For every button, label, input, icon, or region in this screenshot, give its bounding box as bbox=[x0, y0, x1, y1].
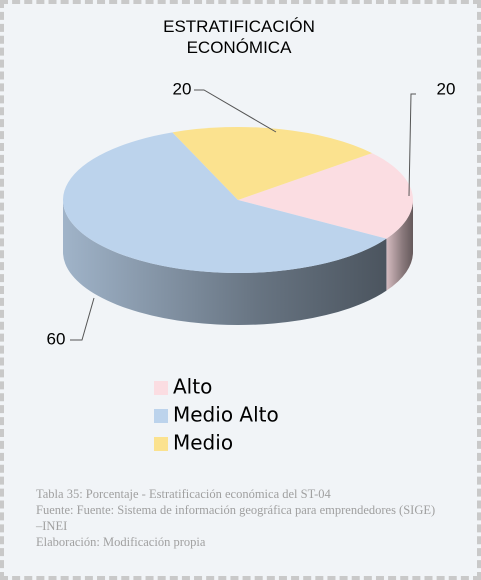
data-label: 20 bbox=[173, 79, 192, 98]
leader-line bbox=[194, 89, 277, 133]
slice-side-shade bbox=[63, 200, 387, 326]
legend-label: Alto bbox=[173, 375, 212, 399]
data-label: 20 bbox=[437, 79, 456, 98]
chart: 20 60 20 Alto Medio Alto Medio bbox=[47, 79, 456, 455]
slice-side-shade bbox=[386, 200, 413, 291]
slice bbox=[172, 126, 373, 200]
legend-swatch bbox=[154, 437, 168, 451]
caption-line: Elaboración: Modificación propia bbox=[36, 535, 206, 549]
caption-line: Fuente: Fuente: Sistema de información g… bbox=[36, 503, 436, 533]
caption-line: Tabla 35: Porcentaje - Estratificación e… bbox=[36, 487, 331, 501]
legend-label: Medio Alto bbox=[173, 403, 279, 427]
legend-label: Medio bbox=[173, 431, 233, 455]
data-label: 60 bbox=[47, 329, 66, 348]
leader-line bbox=[408, 93, 416, 197]
caption: Tabla 35: Porcentaje - Estratificación e… bbox=[36, 486, 436, 550]
chart-title: ESTRATIFICACIÓN ECONÓMICA bbox=[163, 17, 315, 57]
slice bbox=[62, 132, 387, 274]
leader-line bbox=[70, 297, 95, 341]
legend-swatch bbox=[154, 409, 168, 423]
legend-swatch bbox=[154, 381, 168, 395]
slice bbox=[238, 153, 414, 239]
